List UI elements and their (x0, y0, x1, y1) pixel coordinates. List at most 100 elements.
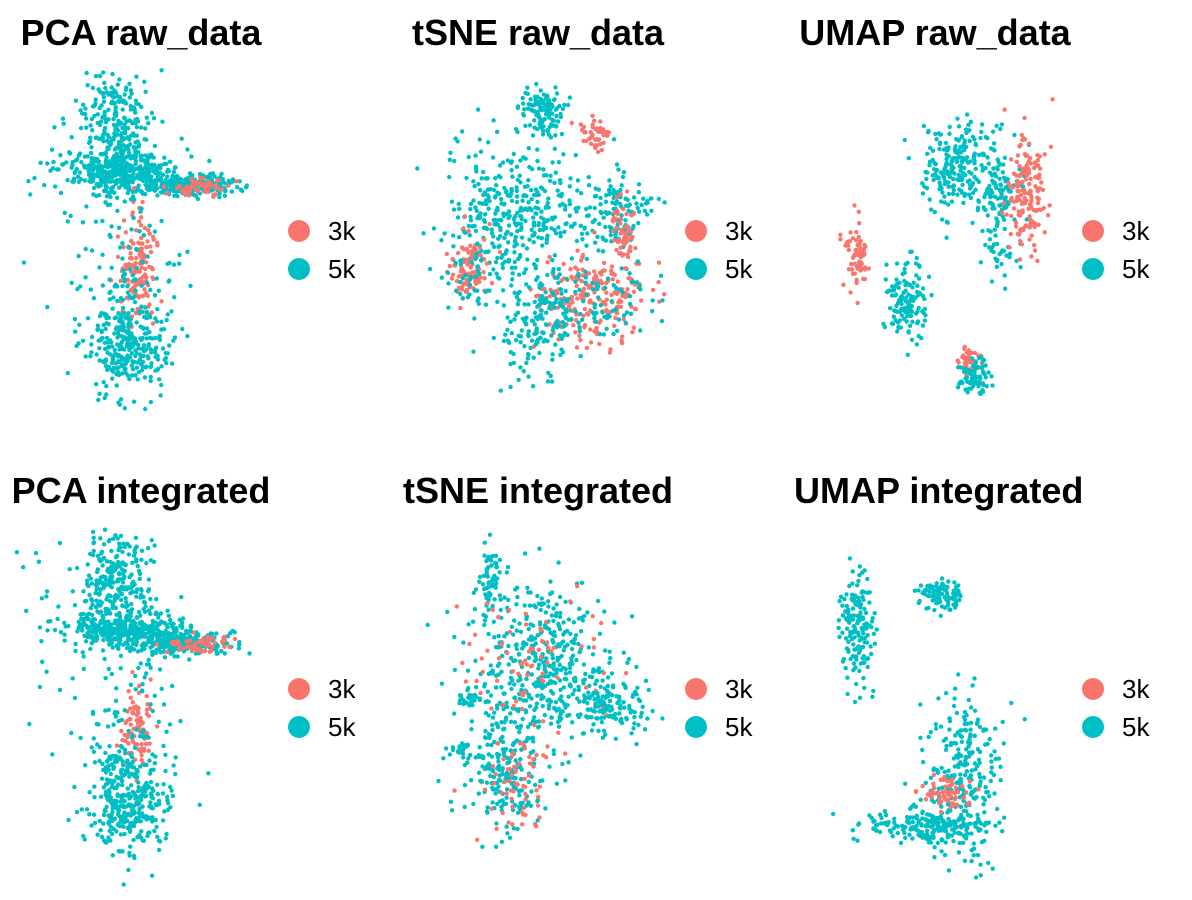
scatter-point (100, 218, 105, 224)
scatter-point (509, 283, 514, 288)
scatter-point (189, 154, 194, 159)
scatter-point (568, 266, 573, 272)
scatter-point (621, 230, 626, 235)
scatter-point (120, 98, 126, 103)
scatter-point (110, 603, 116, 608)
scatter-point (965, 367, 970, 372)
scatter-point (955, 385, 961, 390)
scatter-point (522, 184, 528, 189)
scatter-point (972, 158, 977, 164)
scatter-point (555, 188, 560, 193)
scatter-point (133, 373, 138, 378)
scatter-point (99, 627, 104, 633)
scatter-point (89, 640, 95, 646)
scatter-point (131, 639, 136, 644)
scatter-point (137, 309, 142, 314)
scatter-point (118, 533, 124, 539)
scatter-point (512, 259, 517, 265)
scatter-point (855, 300, 860, 306)
scatter-point (120, 256, 125, 261)
scatter-point (889, 293, 895, 298)
scatter-point (144, 671, 149, 676)
scatter-point (970, 190, 976, 196)
scatter-point (143, 260, 149, 265)
scatter-point (217, 194, 222, 200)
scatter-point (961, 143, 966, 148)
scatter-point (180, 616, 186, 621)
scatter-point (986, 161, 991, 166)
scatter-point (1023, 177, 1029, 182)
scatter-point (21, 260, 27, 265)
scatter-point (581, 138, 586, 144)
scatter-point (127, 137, 132, 142)
scatter-point (136, 342, 141, 348)
scatter-point (80, 338, 86, 343)
scatter-point (616, 238, 621, 243)
scatter-point (119, 777, 124, 782)
scatter-point (575, 188, 580, 193)
scatter-point (980, 228, 985, 234)
scatter-point (153, 350, 158, 355)
scatter-point (134, 635, 139, 641)
scatter-point (527, 164, 532, 170)
scatter-point (573, 279, 578, 284)
scatter-point (125, 758, 130, 763)
scatter-point (139, 588, 144, 593)
scatter-point (498, 175, 503, 180)
scatter-point (52, 184, 58, 189)
scatter-point (136, 788, 141, 794)
scatter-point (127, 544, 132, 549)
scatter-point (123, 596, 128, 601)
scatter-point (78, 177, 84, 182)
scatter-point (175, 654, 180, 659)
scatter-point (119, 148, 125, 153)
scatter-point (163, 628, 168, 634)
scatter-point (1018, 142, 1023, 148)
scatter-point (118, 296, 124, 301)
scatter-point (622, 242, 627, 247)
scatter-point (112, 352, 118, 357)
scatter-point (1017, 164, 1022, 169)
scatter-point (98, 119, 104, 124)
scatter-point (97, 105, 102, 111)
scatter-point (152, 162, 157, 168)
scatter-point (178, 718, 183, 724)
scatter-point (956, 124, 962, 129)
scatter-point (1020, 184, 1026, 189)
scatter-point (544, 310, 549, 315)
scatter-point (458, 291, 463, 297)
scatter-point (95, 112, 101, 117)
scatter-point (967, 128, 972, 133)
scatter-point (112, 347, 118, 353)
scatter-point (97, 122, 103, 128)
scatter-point (121, 156, 127, 161)
scatter-point (556, 119, 561, 124)
scatter-point (127, 255, 133, 261)
scatter-point (166, 182, 172, 187)
scatter-point (468, 214, 473, 219)
scatter-point (507, 193, 513, 199)
scatter-point (848, 290, 853, 295)
scatter-point (998, 126, 1003, 132)
scatter-point (110, 853, 116, 858)
scatter-point (560, 106, 566, 112)
scatter-point (535, 257, 540, 263)
scatter-point (75, 157, 80, 162)
scatter-point (516, 377, 521, 382)
scatter-point (213, 182, 219, 188)
scatter-point (78, 735, 83, 741)
scatter-point (195, 181, 201, 186)
scatter-point (72, 316, 78, 322)
scatter-point (574, 209, 579, 214)
scatter-point (634, 201, 639, 206)
scatter-point (482, 219, 488, 224)
scatter-point (139, 250, 144, 255)
scatter-point (514, 338, 519, 343)
scatter-point (854, 280, 859, 286)
scatter-point (155, 193, 160, 198)
scatter-point (130, 172, 135, 178)
scatter-point (540, 243, 545, 248)
scatter-point (118, 653, 124, 659)
scatter-point (89, 350, 94, 355)
scatter-point (88, 605, 94, 611)
